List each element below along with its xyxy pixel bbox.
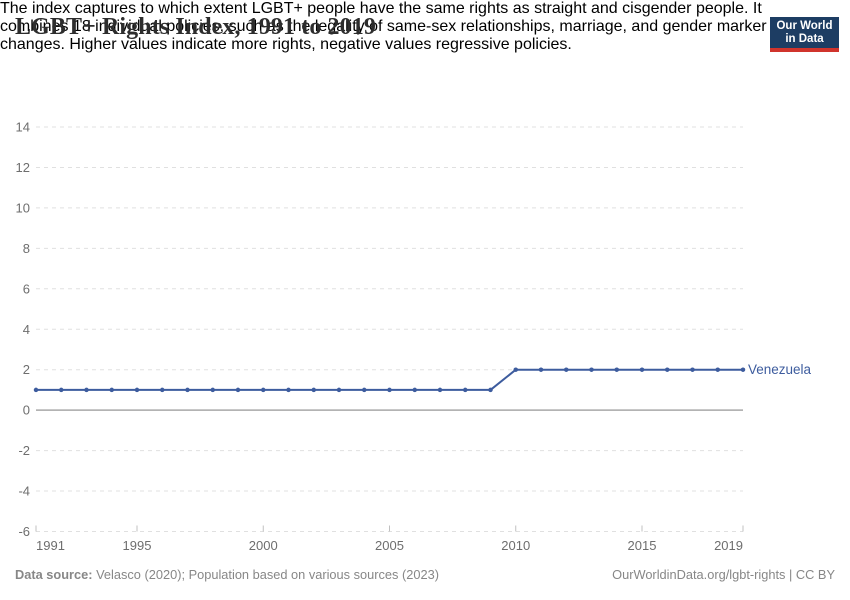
owid-logo-line2: in Data bbox=[785, 32, 824, 45]
data-point-2013[interactable] bbox=[589, 367, 594, 372]
y-axis-label--6: -6 bbox=[18, 524, 30, 539]
data-point-2018[interactable] bbox=[715, 367, 721, 372]
chart-subtitle-line: combines 18 individual policies, such as… bbox=[0, 18, 767, 35]
data-point-2008[interactable] bbox=[463, 387, 468, 393]
chart-title: LGBT+ Rights Index, 1991 to 2019 bbox=[15, 14, 376, 40]
series-label-venezuela[interactable]: Venezuela bbox=[748, 362, 812, 377]
data-point-2005[interactable] bbox=[387, 387, 392, 393]
y-axis-label-12: 12 bbox=[16, 160, 30, 175]
data-point-2015[interactable] bbox=[639, 367, 645, 372]
x-axis-label-2000: 2000 bbox=[249, 538, 278, 553]
data-point-1999[interactable] bbox=[235, 387, 241, 393]
y-axis-label-8: 8 bbox=[23, 241, 30, 256]
credit-link[interactable]: OurWorldinData.org/lgbt-rights | CC BY bbox=[612, 567, 835, 582]
y-axis-label-14: 14 bbox=[16, 120, 30, 135]
x-axis-label-2010: 2010 bbox=[501, 538, 530, 553]
data-point-1994[interactable] bbox=[109, 387, 115, 393]
chart-subtitle-line: The index captures to which extent LGBT+… bbox=[0, 0, 762, 17]
data-point-2012[interactable] bbox=[564, 367, 569, 372]
data-point-2011[interactable] bbox=[538, 367, 544, 372]
data-source: Data source: Velasco (2020); Population … bbox=[15, 567, 439, 583]
data-point-2016[interactable] bbox=[665, 367, 670, 372]
data-point-2006[interactable] bbox=[412, 387, 418, 393]
data-source-text: Velasco (2020); Population based on vari… bbox=[96, 567, 439, 582]
data-point-1993[interactable] bbox=[84, 387, 89, 393]
y-axis-label-2: 2 bbox=[23, 362, 30, 377]
data-point-2017[interactable] bbox=[690, 367, 695, 372]
data-point-2019[interactable] bbox=[740, 367, 746, 372]
y-axis-label-6: 6 bbox=[23, 281, 30, 296]
data-point-2007[interactable] bbox=[437, 387, 443, 393]
x-axis-label-1995: 1995 bbox=[123, 538, 152, 553]
x-axis-label-2015: 2015 bbox=[628, 538, 657, 553]
data-point-2014[interactable] bbox=[614, 367, 620, 372]
data-point-2003[interactable] bbox=[336, 387, 342, 393]
x-axis-label-2019: 2019 bbox=[714, 538, 743, 553]
data-point-1997[interactable] bbox=[185, 387, 190, 393]
y-axis-label-0: 0 bbox=[23, 403, 30, 418]
data-source-label: Data source: bbox=[15, 567, 93, 582]
data-point-2009[interactable] bbox=[488, 387, 493, 393]
data-point-1991[interactable] bbox=[33, 387, 39, 393]
y-axis-label--4: -4 bbox=[18, 484, 30, 499]
data-point-2001[interactable] bbox=[286, 387, 291, 393]
data-point-2000[interactable] bbox=[261, 387, 266, 393]
y-axis-label--2: -2 bbox=[18, 443, 30, 458]
data-point-2010[interactable] bbox=[513, 367, 519, 372]
chart-subtitle-line: changes. Higher values indicate more rig… bbox=[0, 36, 572, 53]
chart-footer: Data source: Velasco (2020); Population … bbox=[15, 567, 835, 583]
data-point-1995[interactable] bbox=[134, 387, 140, 393]
owid-logo[interactable]: Our World in Data bbox=[770, 17, 839, 52]
data-point-1998[interactable] bbox=[210, 387, 216, 393]
data-point-2004[interactable] bbox=[362, 387, 367, 393]
owid-logo-line1: Our World bbox=[776, 19, 833, 32]
series-line-venezuela[interactable] bbox=[35, 368, 744, 391]
y-axis-label-4: 4 bbox=[23, 322, 30, 337]
data-point-1992[interactable] bbox=[59, 387, 64, 393]
data-point-1996[interactable] bbox=[160, 387, 165, 393]
y-axis-label-10: 10 bbox=[16, 200, 30, 215]
data-point-2002[interactable] bbox=[311, 387, 317, 393]
x-axis-label-2005: 2005 bbox=[375, 538, 404, 553]
x-axis-label-1991: 1991 bbox=[36, 538, 65, 553]
